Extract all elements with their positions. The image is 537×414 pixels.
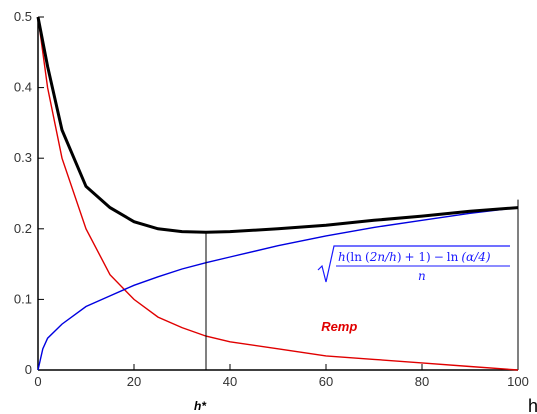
y-tick-label: 0.5 [14, 9, 32, 24]
formula-open2: ( [365, 250, 370, 264]
formula-alpha: (α/4) [461, 250, 490, 264]
h-star-label: h* [194, 399, 207, 413]
formula-minus: − [434, 250, 444, 264]
x-axis-label: h [528, 396, 537, 414]
formula-plus-one: + 1) [405, 250, 431, 264]
x-tick-label: 60 [319, 374, 333, 389]
x-tick-label: 0 [34, 374, 41, 389]
x-tick-label: 40 [223, 374, 237, 389]
y-tick-label: 0.2 [14, 221, 32, 236]
formula-2n: 2n [369, 250, 385, 264]
y-tick-label: 0 [25, 362, 32, 377]
series-line-confidence [37, 206, 519, 371]
remp-label: Remp [321, 319, 357, 334]
y-tick-label: 0.4 [14, 80, 32, 95]
x-tick-label: 100 [507, 374, 529, 389]
formula-slash-h: /h [384, 250, 397, 264]
y-tick-label: 0.3 [14, 150, 32, 165]
y-tick-label: 0.1 [14, 291, 32, 306]
x-tick-label: 20 [127, 374, 141, 389]
formula-ln2: ln [447, 250, 459, 264]
formula-denominator: n [418, 269, 426, 283]
y-ticks: 0 0.1 0.2 0.3 0.4 0.5 [14, 9, 44, 377]
formula-open: ( [346, 250, 351, 264]
formula-close: ) [397, 250, 402, 264]
axes [37, 17, 519, 371]
x-ticks: 0 20 40 60 80 100 [34, 364, 529, 389]
sqrt-sign [317, 245, 510, 283]
formula-h: h [338, 250, 346, 264]
series-line-bound-sum [36, 16, 519, 234]
formula-annotation: h(ln (2n/h) + 1) − ln (α/4) n [317, 245, 510, 283]
series-line-remp [37, 16, 519, 371]
formula-numerator: h(ln (2n/h) + 1) − ln (α/4) [338, 250, 491, 264]
formula-ln1: ln [350, 250, 362, 264]
x-tick-label: 80 [415, 374, 429, 389]
